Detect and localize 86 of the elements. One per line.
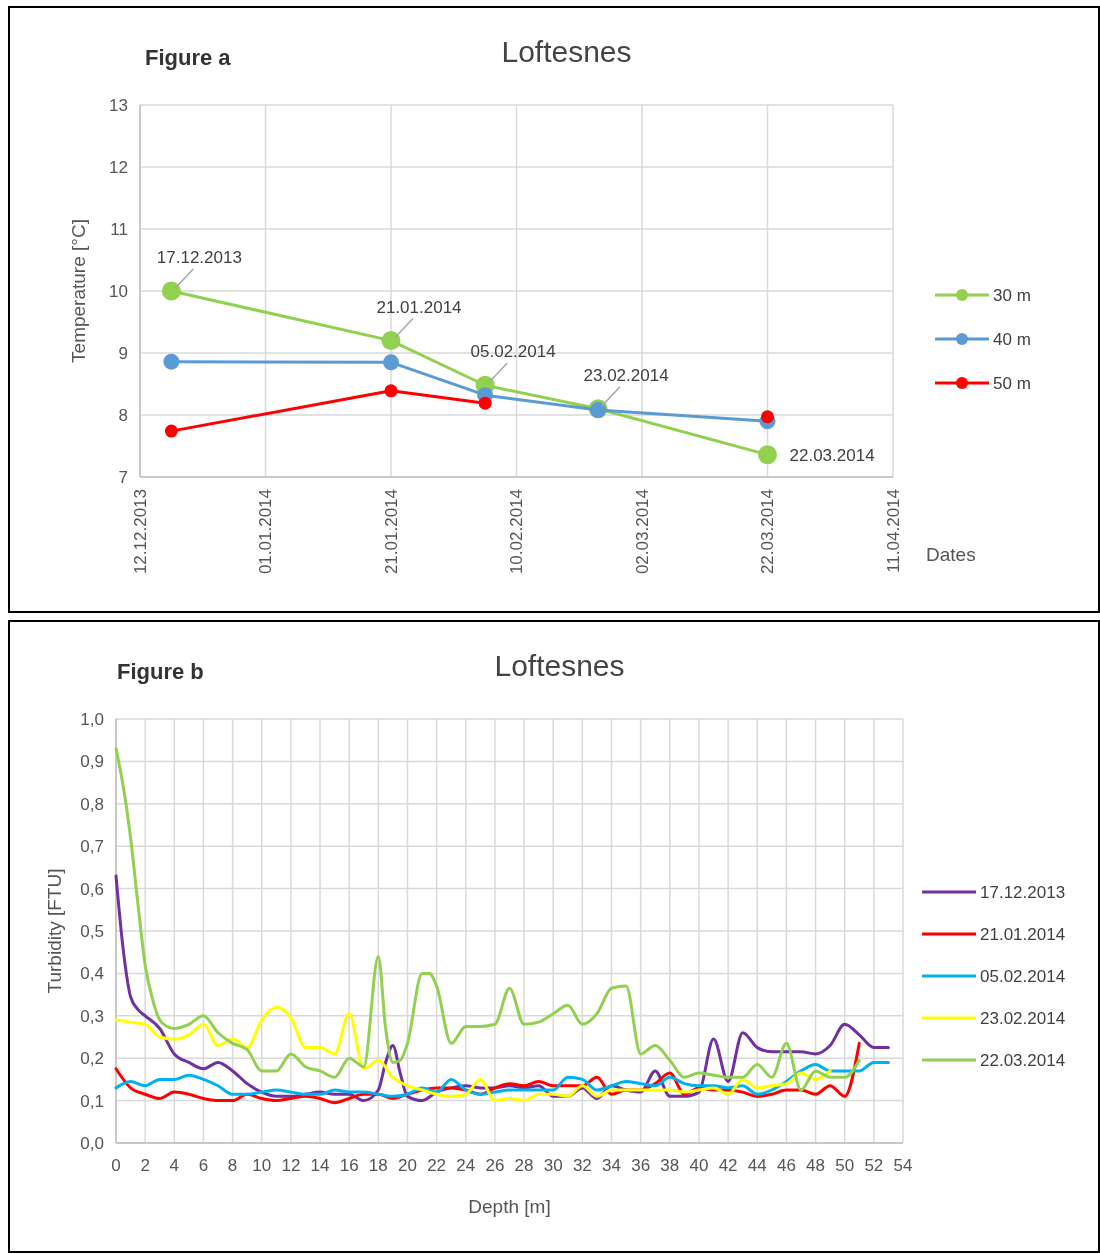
- legend-label: 21.01.2014: [980, 924, 1066, 944]
- x-tick-label: 18: [368, 1156, 388, 1175]
- line-series: [114, 1060, 890, 1098]
- x-tick-label: 38: [660, 1156, 680, 1175]
- chart-title: Loftesnes: [501, 35, 632, 68]
- point: [161, 281, 181, 301]
- x-tick-label: 14: [310, 1156, 330, 1175]
- x-tick-label: 10.02.2014: [507, 489, 527, 575]
- x-tick-label: 24: [456, 1156, 476, 1175]
- x-tick-label: 20: [398, 1156, 417, 1175]
- legend-label: 17.12.2013: [980, 882, 1066, 902]
- x-tick-label: 10: [252, 1156, 272, 1175]
- y-tick-label: 0,3: [80, 1006, 104, 1026]
- y-tick-label: 0,2: [80, 1049, 104, 1069]
- y-tick-label: 0,1: [80, 1091, 104, 1111]
- annotation: 05.02.2014: [470, 342, 556, 362]
- annotation: 17.12.2013: [156, 248, 242, 267]
- x-tick-label: 32: [572, 1156, 592, 1175]
- x-tick-label: 4: [169, 1156, 180, 1175]
- annotation: 21.01.2014: [376, 297, 462, 317]
- y-tick-label: 12: [109, 157, 128, 177]
- x-tick-label: 36: [631, 1156, 651, 1175]
- x-tick-label: 11.04.2014: [883, 489, 903, 573]
- x-axis-title: Dates: [926, 544, 976, 565]
- legend-label: 40 m: [993, 329, 1031, 349]
- y-axis-title: Turbidity [FTU]: [44, 868, 65, 994]
- x-tick-label: 02.03.2014: [632, 489, 652, 575]
- x-tick-label: 21.01.2014: [381, 489, 401, 575]
- legend-label: 50 m: [993, 373, 1031, 393]
- x-tick-label: 26: [485, 1156, 505, 1175]
- x-tick-label: 40: [689, 1156, 709, 1175]
- annotation: 22.03.2014: [789, 445, 875, 465]
- legend-label: 23.02.2014: [980, 1008, 1066, 1028]
- y-tick-label: 0,7: [80, 837, 104, 857]
- point: [478, 396, 492, 410]
- y-tick-label: 11: [110, 219, 128, 239]
- x-tick-label: 48: [806, 1156, 826, 1175]
- x-tick-label: 8: [227, 1156, 238, 1175]
- x-tick-label: 52: [864, 1156, 884, 1175]
- x-tick-label: 46: [776, 1156, 796, 1175]
- y-tick-label: 7: [118, 467, 128, 487]
- point: [163, 353, 180, 370]
- point: [384, 384, 398, 398]
- y-tick-label: 8: [118, 405, 128, 425]
- y-tick-label: 0,6: [80, 879, 104, 899]
- x-tick-label: 44: [747, 1156, 767, 1175]
- point: [381, 331, 401, 351]
- x-axis-title: Depth [m]: [468, 1196, 551, 1217]
- x-tick-label: 22.03.2014: [758, 489, 778, 575]
- chart-subtitle: Figure a: [145, 45, 232, 70]
- x-tick-label: 01.01.2014: [256, 489, 276, 575]
- point: [383, 354, 399, 371]
- y-tick-label: 10: [109, 281, 128, 301]
- y-tick-label: 9: [118, 343, 128, 363]
- y-axis-title: Temperature [°C]: [68, 219, 89, 363]
- annotation: 23.02.2014: [583, 365, 669, 385]
- chart-title: Loftesnes: [494, 649, 625, 682]
- x-tick-label: 2: [140, 1156, 150, 1175]
- line-series: [114, 747, 861, 1092]
- x-tick-label: 12.12.2013: [130, 489, 150, 575]
- x-tick-label: 0: [111, 1156, 121, 1175]
- point: [758, 445, 777, 465]
- y-tick-label: 1,0: [80, 709, 104, 729]
- legend-label: 30 m: [993, 285, 1031, 305]
- y-tick-label: 0,5: [80, 921, 104, 941]
- x-tick-label: 6: [198, 1156, 209, 1175]
- x-tick-label: 22: [427, 1156, 447, 1175]
- line-series: [114, 1005, 832, 1103]
- x-tick-label: 30: [543, 1156, 563, 1175]
- y-tick-label: 0,4: [80, 964, 104, 984]
- x-tick-label: 54: [893, 1156, 913, 1175]
- chart-subtitle: Figure b: [117, 659, 204, 684]
- x-tick-label: 16: [339, 1156, 359, 1175]
- x-tick-label: 34: [602, 1156, 621, 1175]
- y-tick-label: 0,8: [80, 794, 104, 814]
- y-tick-label: 13: [109, 95, 128, 115]
- x-tick-label: 28: [514, 1156, 534, 1175]
- y-tick-label: 0,9: [80, 752, 104, 772]
- y-tick-label: 0,0: [80, 1133, 104, 1153]
- legend-label: 22.03.2014: [980, 1050, 1066, 1070]
- x-tick-label: 12: [281, 1156, 301, 1175]
- x-tick-label: 42: [718, 1156, 738, 1175]
- point: [164, 424, 178, 438]
- legend-label: 05.02.2014: [980, 966, 1066, 986]
- point: [761, 410, 774, 424]
- x-tick-label: 50: [835, 1156, 855, 1175]
